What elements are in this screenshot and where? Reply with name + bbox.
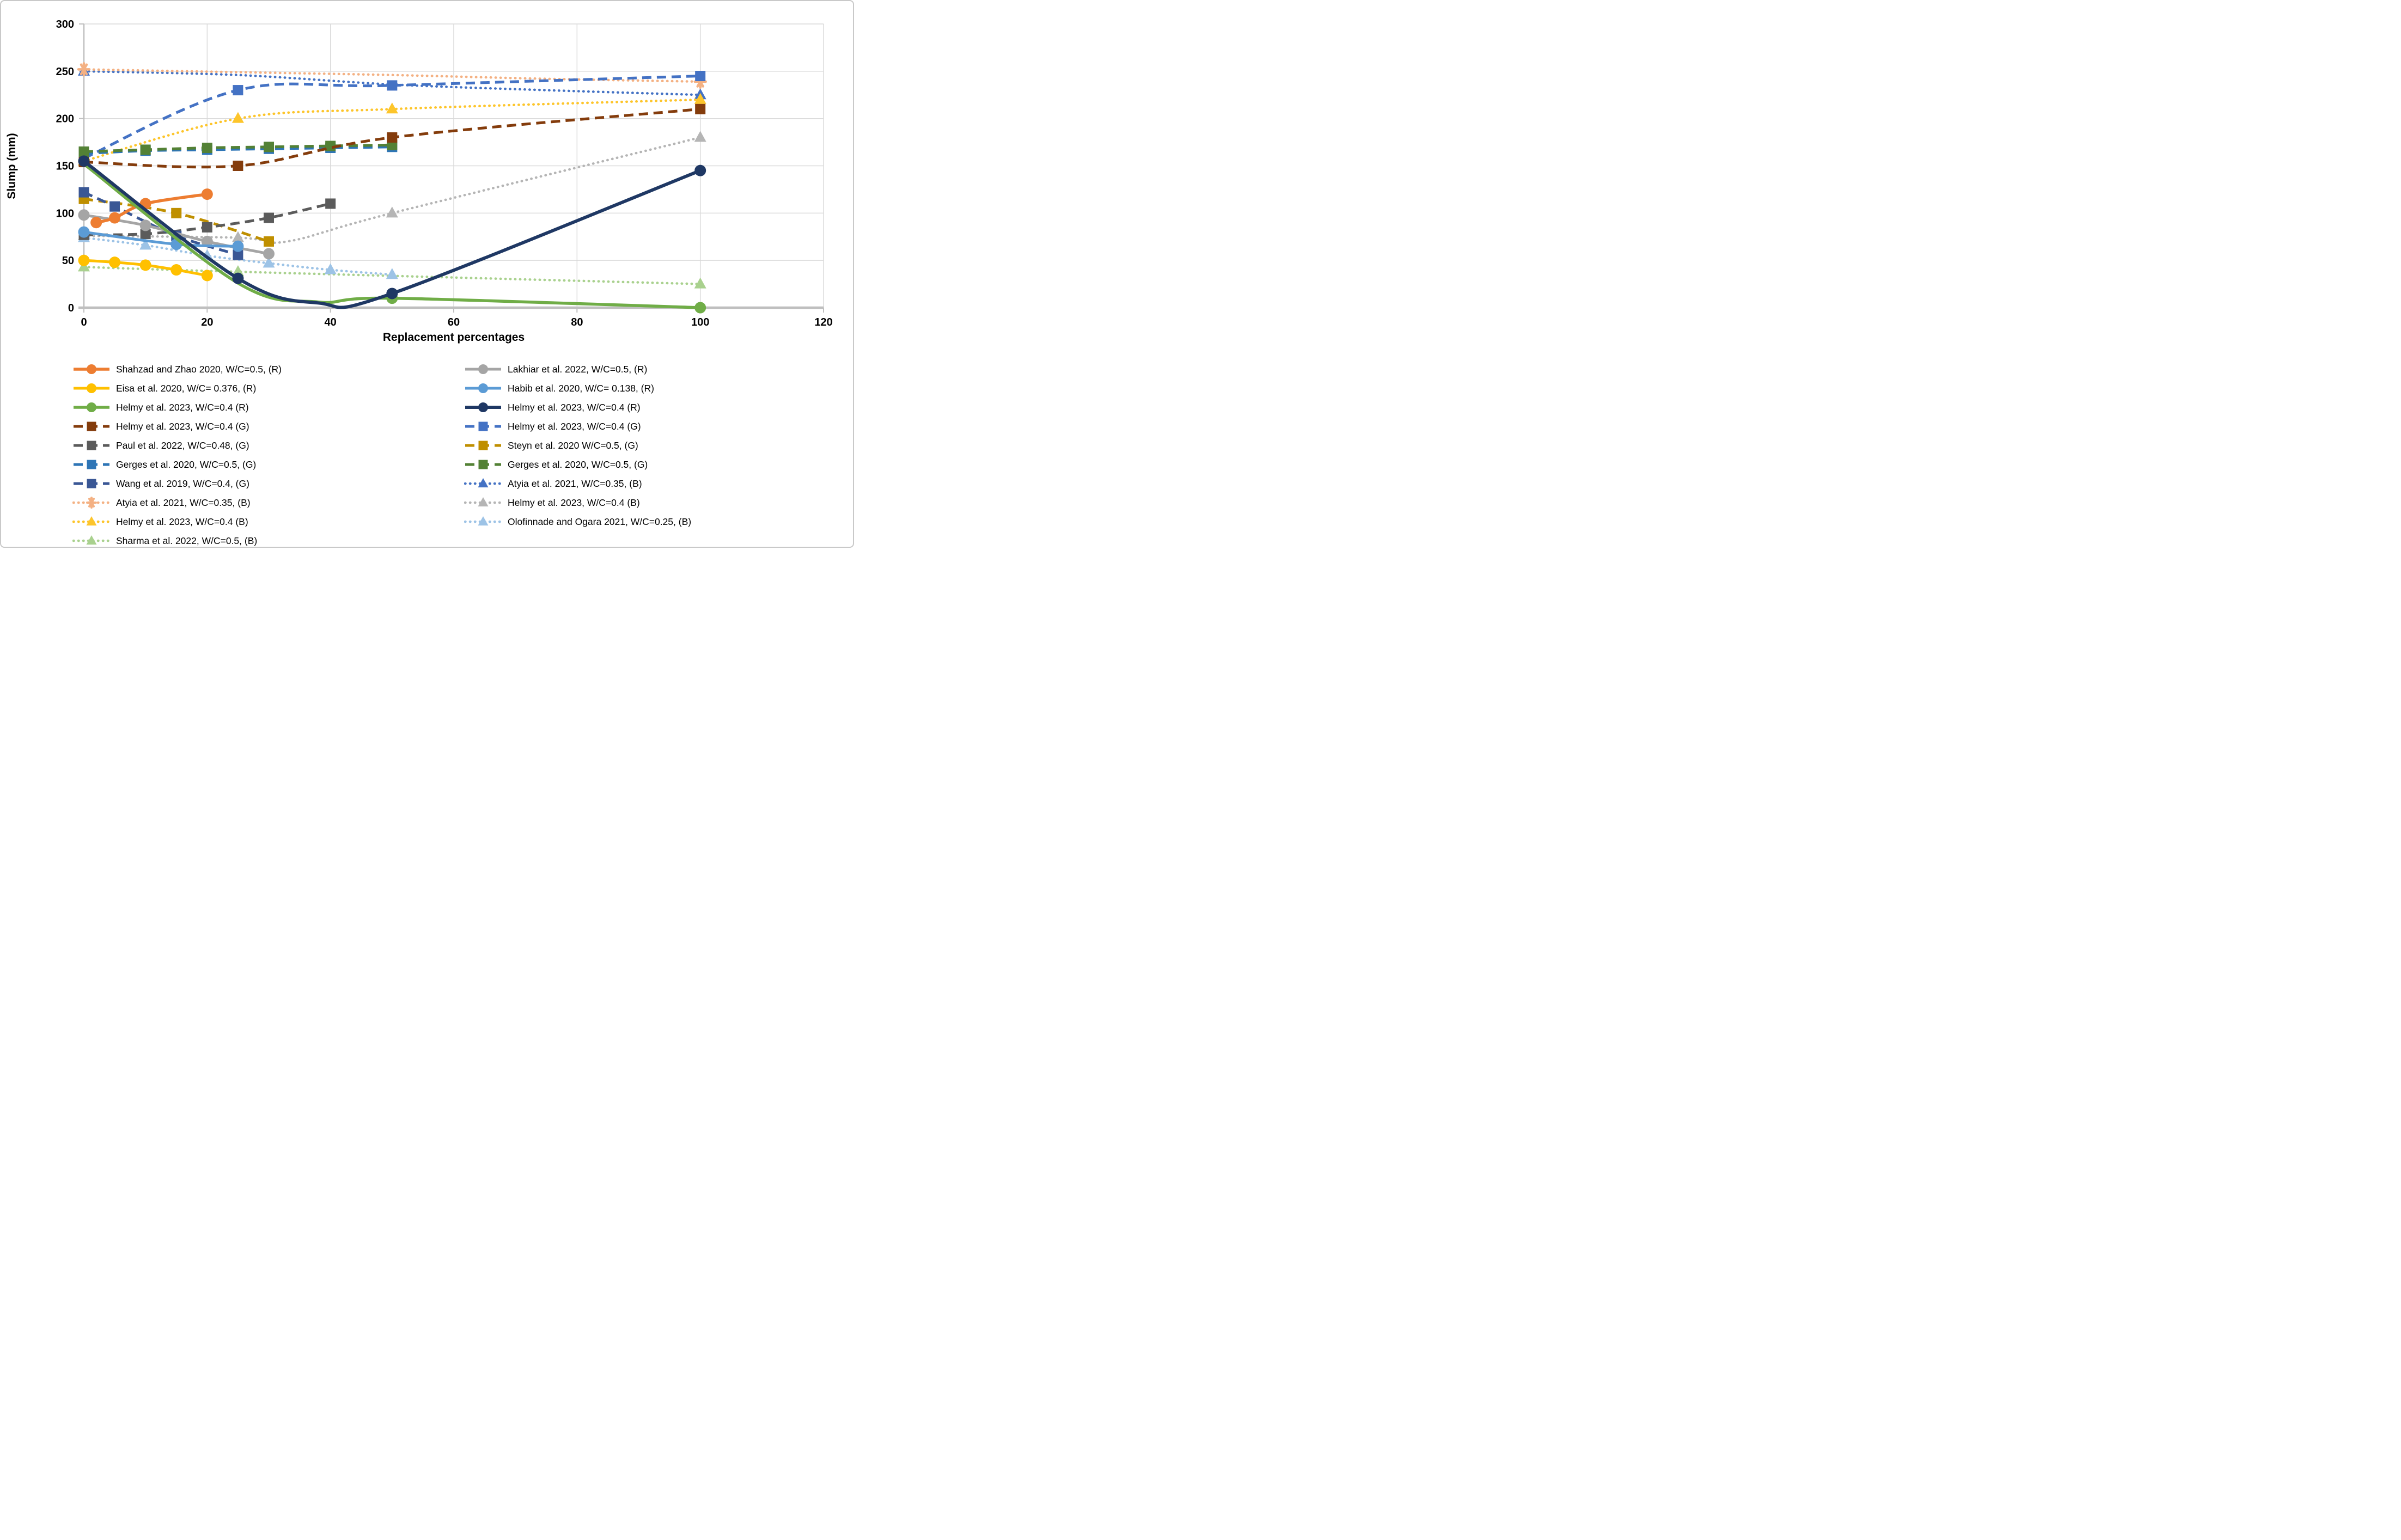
paul-marker-square [202, 222, 212, 233]
helmy_r_green-line [83, 162, 700, 309]
helmy_r_navy-marker-circle [78, 155, 90, 167]
y-tick-label: 200 [56, 113, 74, 125]
helmy_b_gray-marker-triangle [386, 206, 398, 218]
shahzad-line [95, 192, 208, 224]
chart-figure: 0 50 100 150 200 250 300 0 20 40 60 80 100 120 Slump … [0, 0, 854, 548]
helmy_g_blue-line [83, 75, 700, 160]
sharma-line [82, 266, 702, 285]
paul-marker-square [325, 198, 336, 209]
x-tick-label: 60 [448, 316, 460, 328]
x-tick-label: 0 [81, 316, 87, 328]
helmy_r_navy-line [83, 160, 701, 309]
wang-marker-square [78, 187, 89, 198]
wang-line [83, 191, 239, 256]
habib-marker-circle [78, 226, 90, 238]
helmy_b_gray-marker-triangle [694, 131, 706, 142]
helmy_b_yellow-marker-triangle [694, 93, 706, 104]
helmy_b_yellow-marker-triangle [386, 102, 398, 114]
x-tick-label: 100 [691, 316, 709, 328]
helmy_g_brown-marker-square [695, 103, 706, 114]
y-axis-title: Slump (mm) [5, 133, 18, 199]
helmy_b_gray-marker-triangle [231, 231, 244, 242]
y-tick-label: 150 [56, 161, 74, 173]
eisa-marker-circle [139, 259, 151, 271]
helmy_r_navy-marker-circle [232, 272, 244, 284]
shahzad-marker-circle [90, 217, 102, 229]
x-tick-label: 120 [814, 316, 832, 328]
y-tick-label: 300 [56, 19, 74, 30]
gerges_green-marker-square [202, 143, 212, 154]
slump-chart: 0 50 100 150 200 250 300 0 20 40 60 80 100 120 [56, 19, 833, 328]
helmy_g_blue-marker-square [695, 71, 706, 82]
paul-marker-square [264, 212, 274, 223]
eisa-marker-circle [201, 270, 213, 282]
helmy_g_blue-marker-square [233, 85, 243, 96]
lakhiar-marker-circle [78, 209, 90, 221]
steyn-marker-square [171, 207, 182, 218]
x-tick-label: 40 [325, 316, 337, 328]
helmy_r_navy-marker-circle [694, 164, 706, 176]
x-tick-label: 20 [201, 316, 213, 328]
y-tick-label: 0 [68, 302, 74, 314]
habib-marker-circle [232, 240, 244, 252]
olofinnade-marker-triangle [139, 239, 152, 250]
helmy_b_yellow-line [82, 98, 702, 163]
olofinnade-marker-triangle [201, 249, 214, 260]
lakhiar-marker-circle [263, 248, 275, 260]
lakhiar-marker-circle [139, 219, 151, 231]
y-tick-label: 250 [56, 66, 74, 78]
steyn-marker-square [264, 236, 274, 247]
helmy_g_brown-line [83, 107, 700, 169]
helmy_g_blue-marker-square [387, 80, 398, 91]
lakhiar-marker-circle [201, 235, 213, 247]
helmy_r_navy-marker-circle [386, 288, 398, 300]
gerges_green-marker-square [264, 142, 274, 152]
olofinnade-marker-triangle [324, 263, 337, 274]
y-tick-label: 50 [62, 255, 74, 267]
helmy_b_gray-line [82, 136, 702, 245]
shahzad-marker-circle [109, 212, 121, 224]
wang-marker-square [233, 249, 243, 260]
helmy_g_brown-marker-square [233, 161, 243, 171]
paul-marker-square [140, 229, 151, 240]
sharma-marker-triangle [694, 277, 706, 289]
wang-marker-square [109, 201, 120, 212]
helmy_g_brown-marker-square [387, 132, 398, 143]
eisa-marker-circle [78, 254, 90, 266]
gerges_green-marker-square [78, 146, 89, 157]
sharma-marker-triangle [231, 265, 244, 277]
helmy_b_yellow-marker-triangle [231, 112, 244, 123]
x-tick-label: 80 [571, 316, 583, 328]
shahzad-marker-circle [201, 188, 213, 200]
eisa-marker-circle [109, 256, 121, 268]
gerges_green-marker-square [140, 144, 151, 155]
olofinnade-marker-triangle [263, 256, 275, 268]
eisa-marker-circle [170, 264, 182, 276]
y-tick-label: 100 [56, 207, 74, 219]
olofinnade-marker-triangle [386, 268, 398, 279]
x-axis-title: Replacement percentages [382, 331, 525, 344]
helmy_r_green-marker-circle [694, 302, 706, 314]
